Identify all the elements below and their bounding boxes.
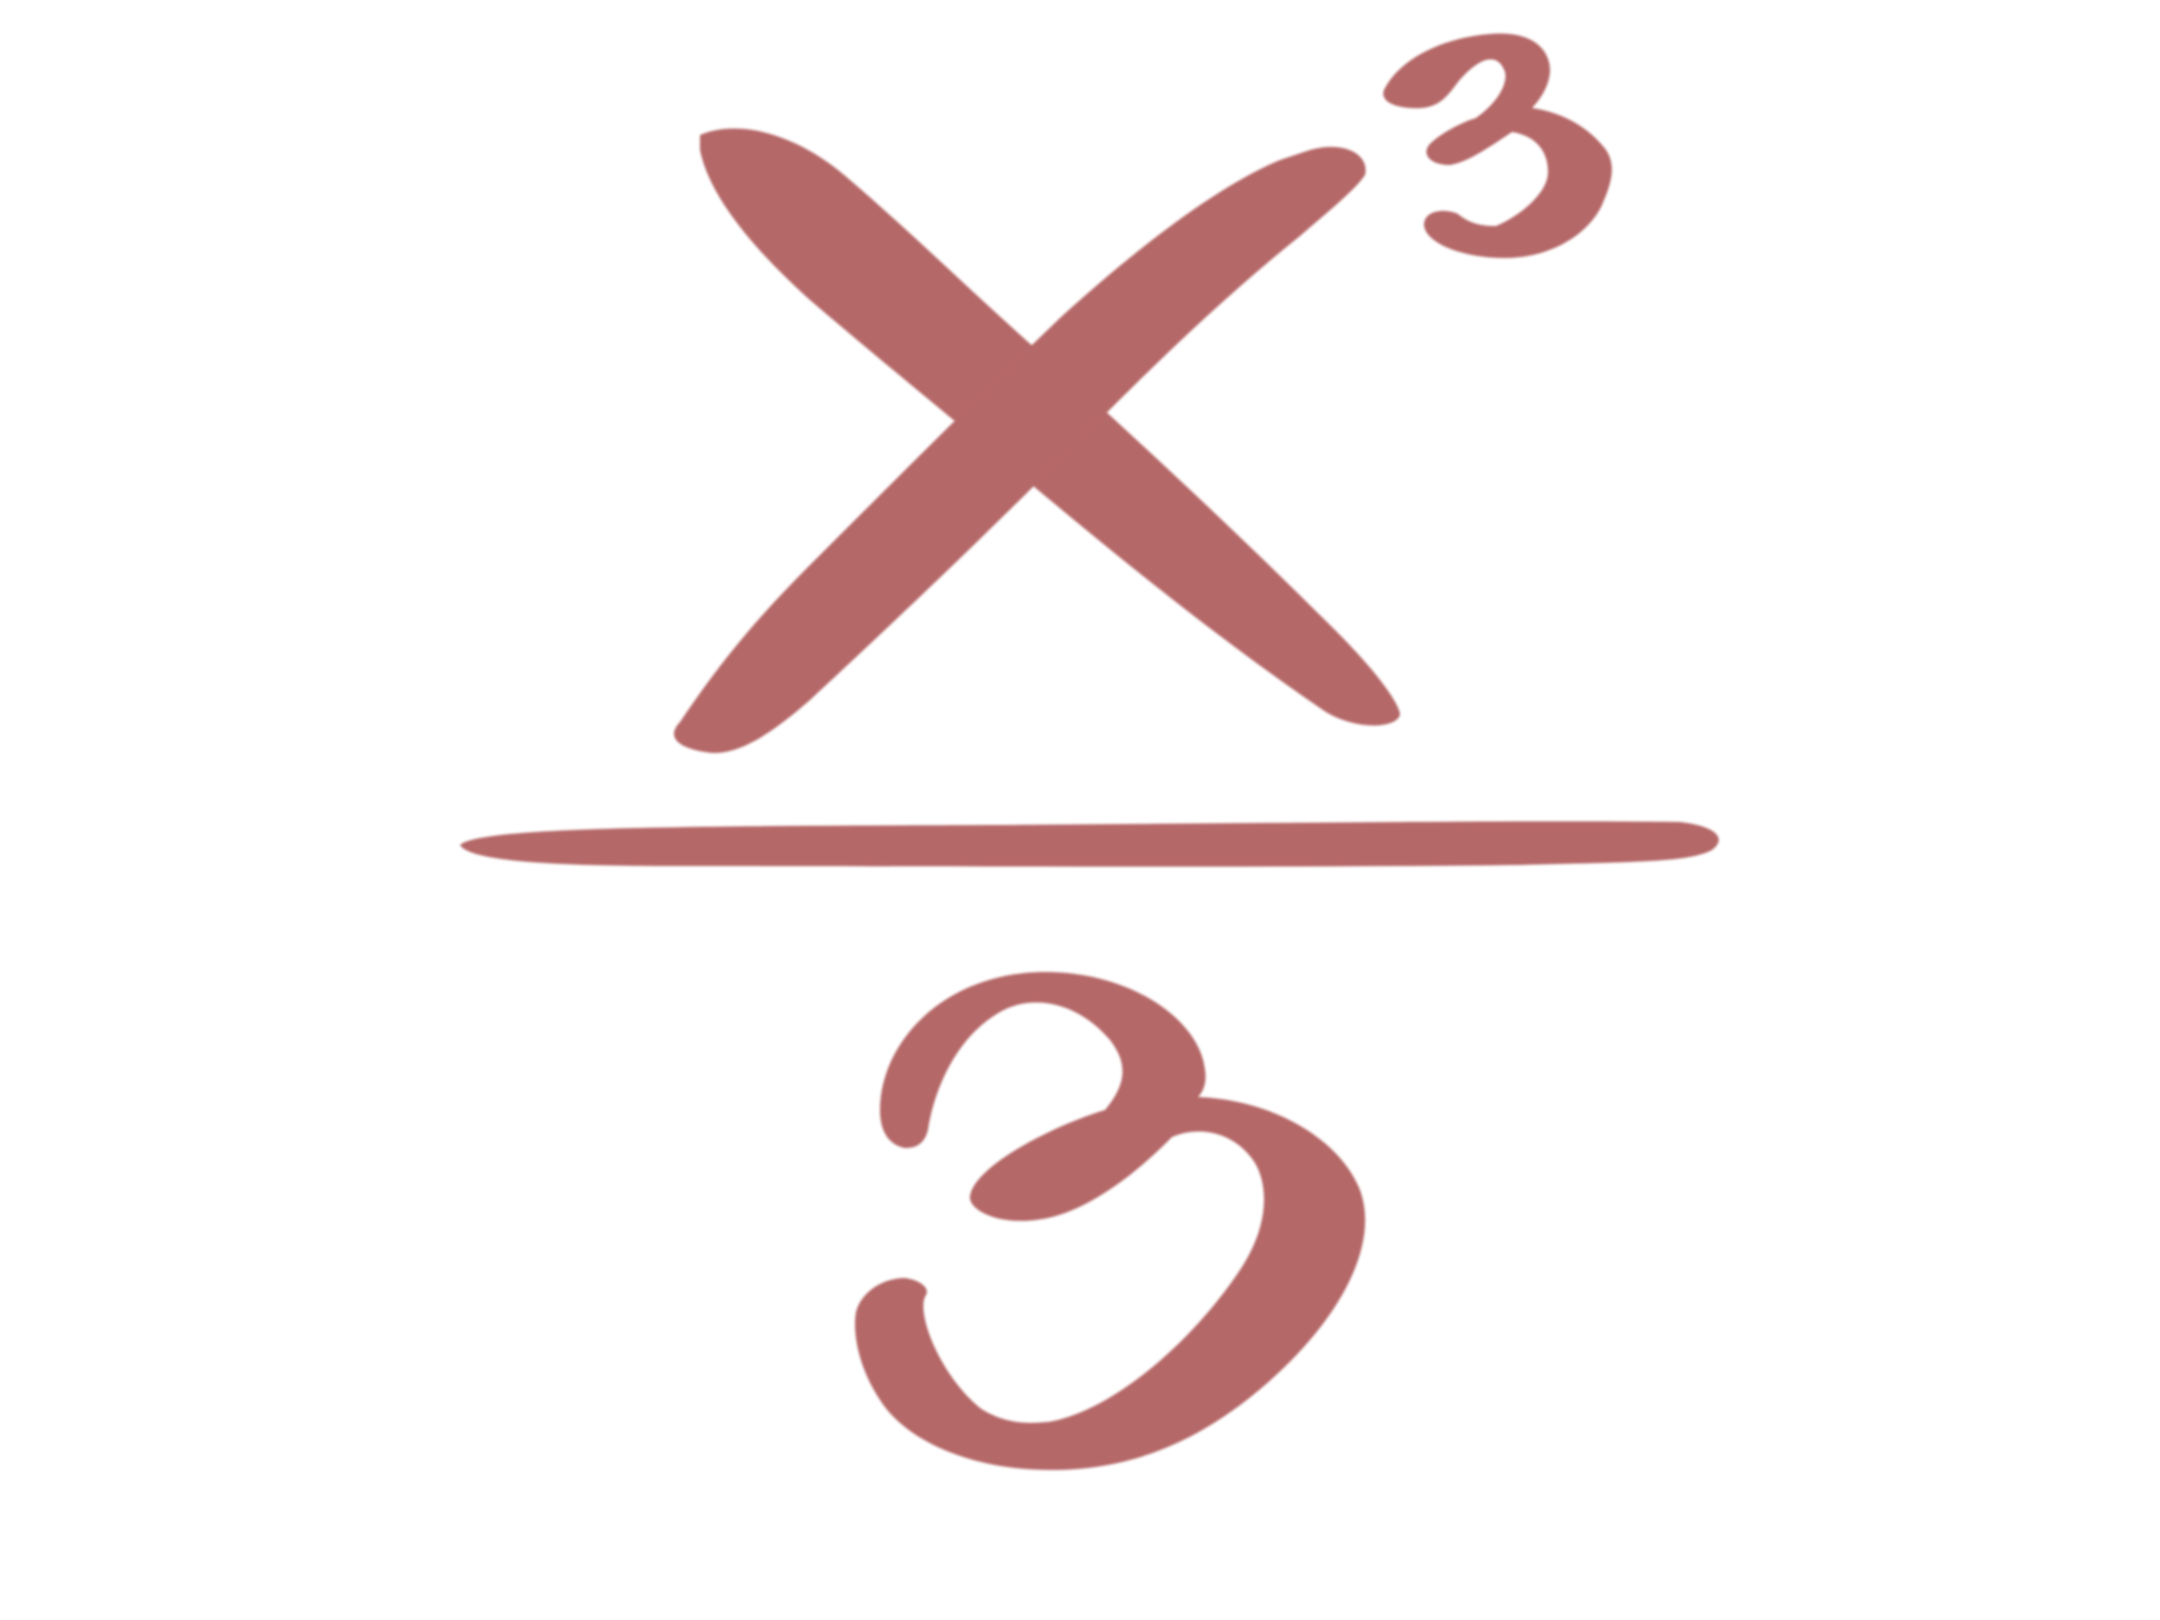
exponent-three-shape xyxy=(1383,33,1612,259)
numerator-exponent: 3 xyxy=(1383,33,1612,259)
denominator-three-shape xyxy=(855,971,1366,1470)
x-stroke-ascending xyxy=(674,146,1366,753)
numerator-base: x xyxy=(674,128,1400,753)
fraction-bar xyxy=(460,821,1719,867)
denominator: 3 xyxy=(855,971,1366,1470)
